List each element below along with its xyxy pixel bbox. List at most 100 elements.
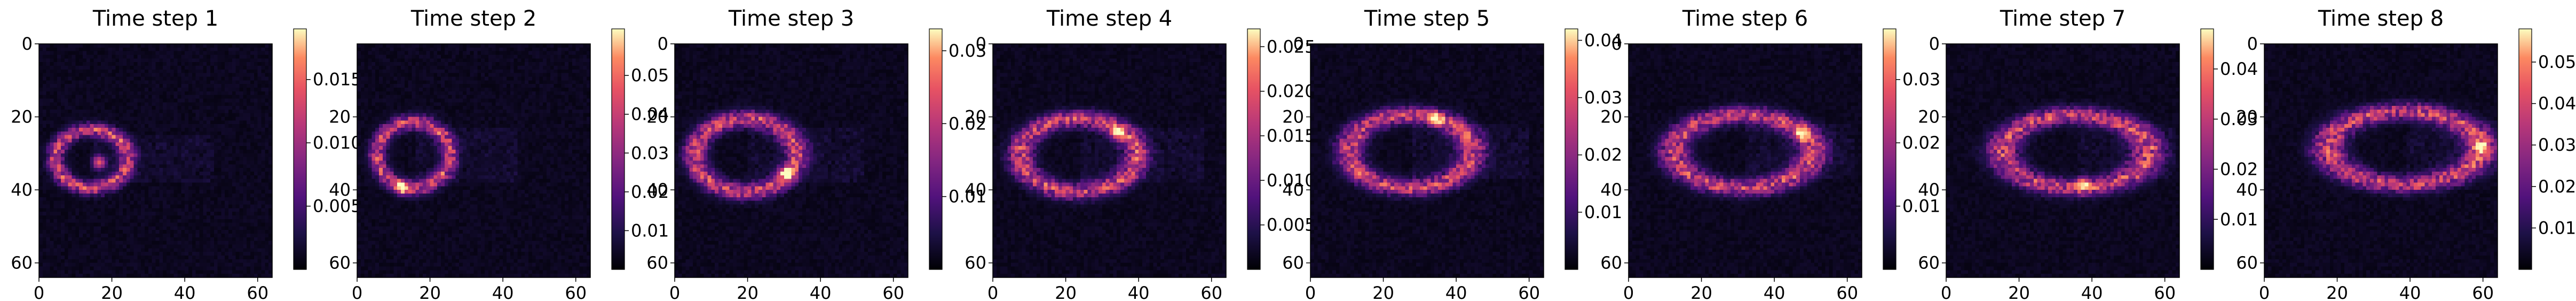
x-tick-label: 0	[987, 283, 998, 301]
panel-2: Time step 2 0 20 40 60 20 40 60 0.01 0.02 0.03 0.04…	[329, 6, 669, 301]
colorbar-tick-label: 0.03	[2538, 135, 2576, 155]
y-tick-label: 20	[1918, 107, 1940, 127]
y-tick-label: 0	[658, 34, 668, 54]
x-tick-label: 20	[2326, 283, 2348, 301]
x-tick-label: 60	[1836, 283, 1858, 301]
heatmap-image	[993, 44, 1226, 277]
y-tick-label: 40	[1282, 180, 1304, 200]
x-tick-label: 0	[1305, 283, 1316, 301]
x-tick-label: 20	[419, 283, 441, 301]
x-tick-label: 40	[810, 283, 832, 301]
heatmap-image	[357, 44, 590, 277]
colorbar-tick-label: 0.03	[949, 41, 986, 61]
y-tick-label: 0	[22, 34, 33, 54]
heatmap-frame	[674, 43, 908, 278]
x-tick-label: 40	[1128, 283, 1150, 301]
colorbar-tick-label: 0.01	[2538, 218, 2576, 238]
x-tick-label: 60	[882, 283, 904, 301]
colorbar	[1247, 28, 1261, 270]
y-tick-label: 20	[646, 107, 668, 127]
panel-title: Time step 1	[92, 6, 218, 31]
colorbar-tick-label: 0.020	[1267, 81, 1316, 102]
colorbar-tick-label: 0.03	[631, 143, 669, 163]
panel-title: Time step 7	[2000, 6, 2125, 31]
colorbar-tick-label: 0.01	[949, 187, 986, 207]
colorbar-tick-label: 0.03	[1584, 88, 1622, 108]
colorbar-tick-label: 0.02	[1902, 133, 1940, 153]
y-tick-label: 60	[1600, 253, 1622, 273]
y-tick-label: 60	[965, 253, 986, 273]
y-tick-label: 40	[646, 180, 668, 200]
colorbar-tick-label: 0.015	[313, 70, 362, 90]
colorbar-tick-label: 0.04	[2538, 94, 2576, 114]
colorbar-tick-label: 0.015	[1267, 126, 1316, 146]
colorbar-tick-label: 0.02	[631, 182, 669, 202]
y-tick-label: 40	[2236, 180, 2258, 200]
panel-title: Time step 5	[1364, 6, 1490, 31]
heatmap-image	[675, 44, 908, 277]
heatmap-image	[1310, 44, 1544, 277]
x-tick-label: 0	[669, 283, 680, 301]
colorbar-tick-label: 0.01	[2220, 209, 2258, 229]
y-tick-label: 40	[329, 180, 351, 200]
panel-title: Time step 3	[728, 6, 854, 31]
y-tick-label: 60	[2236, 253, 2258, 273]
y-tick-label: 0	[2247, 34, 2258, 54]
panel-title: Time step 8	[2318, 6, 2444, 31]
y-tick-label: 40	[1600, 180, 1622, 200]
y-tick-label: 60	[329, 253, 351, 273]
colorbar-tick-label: 0.04	[631, 104, 669, 125]
y-tick-label: 0	[1611, 34, 1622, 54]
y-tick-label: 20	[1600, 107, 1622, 127]
colorbar-tick-label: 0.01	[1902, 196, 1940, 217]
colorbar	[611, 28, 625, 270]
panel-8: Time step 80 20 40 6002040600.010.020.030.0…	[2236, 6, 2576, 301]
panel-7: Time step 70 20 40 6002040600.010.020.030.0…	[1918, 6, 2258, 301]
x-tick-label: 0	[34, 283, 44, 301]
y-tick-label: 60	[1282, 253, 1304, 273]
y-tick-label: 40	[11, 180, 33, 200]
x-tick-label: 40	[174, 283, 196, 301]
y-tick-label: 20	[2236, 107, 2258, 127]
colorbar-tick-label: 0.05	[631, 65, 669, 86]
y-tick-label: 60	[646, 253, 668, 273]
colorbar-tick-label: 0.04	[1584, 30, 1622, 50]
y-tick-label: 60	[11, 253, 33, 273]
colorbar	[2518, 28, 2532, 270]
y-tick-label: 20	[11, 107, 33, 127]
colorbar-tick-label: 0.005	[1267, 215, 1316, 235]
x-tick-label: 20	[737, 283, 758, 301]
panel-title: Time step 6	[1682, 6, 1808, 31]
x-tick-label: 60	[2154, 283, 2176, 301]
heatmap-frame	[1310, 43, 1544, 278]
colorbar	[929, 28, 943, 270]
x-tick-label: 20	[1372, 283, 1394, 301]
colorbar	[1883, 28, 1897, 270]
x-tick-label: 40	[1445, 283, 1467, 301]
x-tick-label: 60	[1518, 283, 1540, 301]
colorbar	[1564, 28, 1578, 270]
x-tick-label: 60	[2472, 283, 2494, 301]
panel-title: Time step 4	[1046, 6, 1172, 31]
colorbar-tick-label: 0.01	[1584, 202, 1622, 222]
x-tick-label: 40	[2081, 283, 2103, 301]
x-tick-label: 60	[247, 283, 268, 301]
colorbar-tick-label: 0.02	[1584, 145, 1622, 165]
x-tick-label: 0	[352, 283, 362, 301]
colorbar	[293, 28, 307, 270]
heatmap-frame	[1946, 43, 2180, 278]
colorbar-tick-label: 0.03	[2220, 109, 2258, 129]
y-tick-label: 40	[1918, 180, 1940, 200]
heatmap-image	[2264, 44, 2498, 277]
panel-4: Time step 40 20 40 6002040600.0050.0100.015…	[965, 6, 1315, 301]
colorbar-tick-label: 0.05	[2538, 52, 2576, 72]
x-tick-label: 0	[2259, 283, 2270, 301]
x-tick-label: 0	[1623, 283, 1634, 301]
y-tick-label: 0	[1293, 34, 1304, 54]
colorbar-tick-label: 0.02	[2220, 159, 2258, 180]
panel-title: Time step 2	[410, 6, 536, 31]
